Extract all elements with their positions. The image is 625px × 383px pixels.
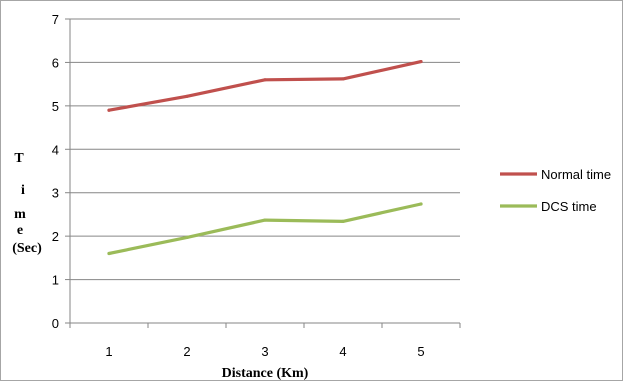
legend-label: Normal time — [541, 167, 611, 182]
x-tick-label: 5 — [417, 344, 424, 359]
y-axis-title-part: e — [17, 223, 23, 238]
y-tick-label: 1 — [52, 273, 59, 288]
x-axis-title: Distance (Km) — [222, 366, 309, 381]
series-line-0 — [107, 59, 423, 112]
data-point — [419, 59, 423, 64]
y-axis-title-part: (Sec) — [12, 241, 42, 256]
data-point — [419, 202, 423, 206]
x-tick-label: 3 — [261, 344, 268, 359]
x-tick-label: 1 — [105, 344, 112, 359]
y-tick-label: 3 — [52, 186, 59, 201]
y-tick-label: 0 — [52, 316, 59, 331]
y-axis-title-part: m — [14, 207, 26, 222]
y-axis-title-part: T — [14, 151, 24, 166]
y-tick-label: 5 — [52, 99, 59, 114]
data-point — [185, 94, 189, 98]
data-point — [185, 235, 189, 240]
legend-label: DCS time — [541, 199, 597, 214]
y-axis-title-part: i — [21, 183, 25, 198]
data-point — [263, 78, 267, 82]
y-tick-label: 6 — [52, 55, 59, 70]
x-tick-label: 4 — [339, 344, 346, 359]
y-tick-label: 4 — [52, 142, 59, 157]
data-point — [341, 219, 345, 223]
data-point — [341, 77, 345, 81]
x-tick-label: 2 — [183, 344, 190, 359]
data-point — [107, 251, 111, 256]
series-line-1 — [107, 202, 423, 256]
data-point — [107, 108, 111, 112]
y-tick-label: 7 — [52, 12, 59, 27]
data-point — [263, 218, 267, 222]
y-tick-label: 2 — [52, 229, 59, 244]
